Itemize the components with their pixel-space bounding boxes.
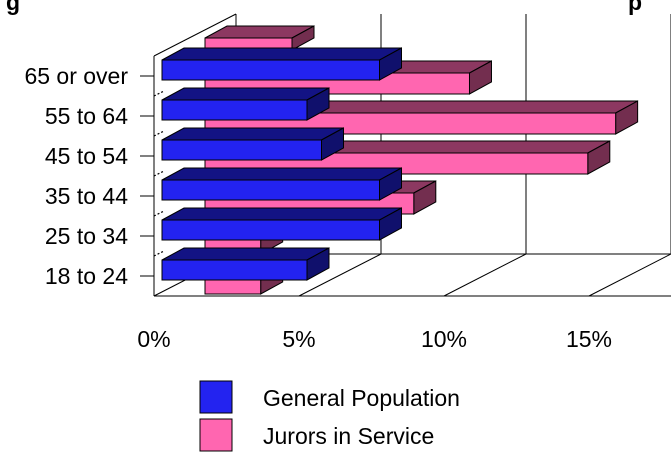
category-labels: 18 to 24 25 to 34 35 to 44 45 to 54 55 to 64… (24, 63, 128, 289)
category-label: 55 to 64 (45, 103, 128, 129)
front-bar-2-front (161, 179, 380, 201)
x-tick-labels: 0%5%10%15%20%25%30% (137, 326, 612, 352)
front-bar-5 (161, 47, 402, 81)
category-label: 18 to 24 (45, 263, 128, 289)
front-bar-5-top (161, 47, 402, 61)
front-bar-2 (161, 167, 402, 201)
title-fragment-left: g (6, 0, 20, 15)
front-bar-4-top (161, 87, 330, 101)
legend: General Population Jurors in Service (199, 380, 460, 452)
extra-back-bar (204, 25, 315, 51)
front-bar-5-front (161, 59, 380, 81)
front-bar-0-front (161, 259, 308, 281)
title-fragment-right: p (628, 0, 642, 15)
category-divider (153, 250, 165, 257)
legend-label: General Population (263, 385, 460, 411)
category-label: 65 or over (24, 63, 128, 89)
legend-swatch (199, 418, 233, 452)
x-tick-label: 5% (282, 326, 315, 352)
category-label: 45 to 54 (45, 143, 128, 169)
front-bar-3-top (161, 127, 344, 141)
category-divider (153, 170, 165, 177)
front-bar-0 (161, 247, 330, 281)
x-tick-label: 15% (566, 326, 612, 352)
x-tick-label: 10% (421, 326, 467, 352)
front-bar-1 (161, 207, 402, 241)
x-tick-label: 0% (137, 326, 170, 352)
top-depth-line (153, 13, 237, 57)
front-bar-1-top (161, 207, 402, 221)
category-label: 25 to 34 (45, 223, 128, 249)
category-label: 35 to 44 (45, 183, 128, 209)
floor-grid-line (588, 253, 671, 297)
legend-label: Jurors in Service (263, 423, 434, 449)
front-bar-2-top (161, 167, 402, 181)
legend-swatch (199, 380, 233, 414)
category-divider (153, 90, 165, 97)
floor-grid-line (298, 253, 382, 297)
front-bar-0-top (161, 247, 330, 261)
front-bar-4 (161, 87, 330, 121)
floor-grid-line (443, 253, 527, 297)
category-divider (153, 210, 165, 217)
category-divider (153, 130, 165, 137)
front-bar-1-front (161, 219, 380, 241)
front-bar-4-front (161, 99, 308, 121)
front-series-bars (161, 47, 402, 281)
front-bar-3 (161, 127, 344, 161)
front-bar-3-front (161, 139, 322, 161)
